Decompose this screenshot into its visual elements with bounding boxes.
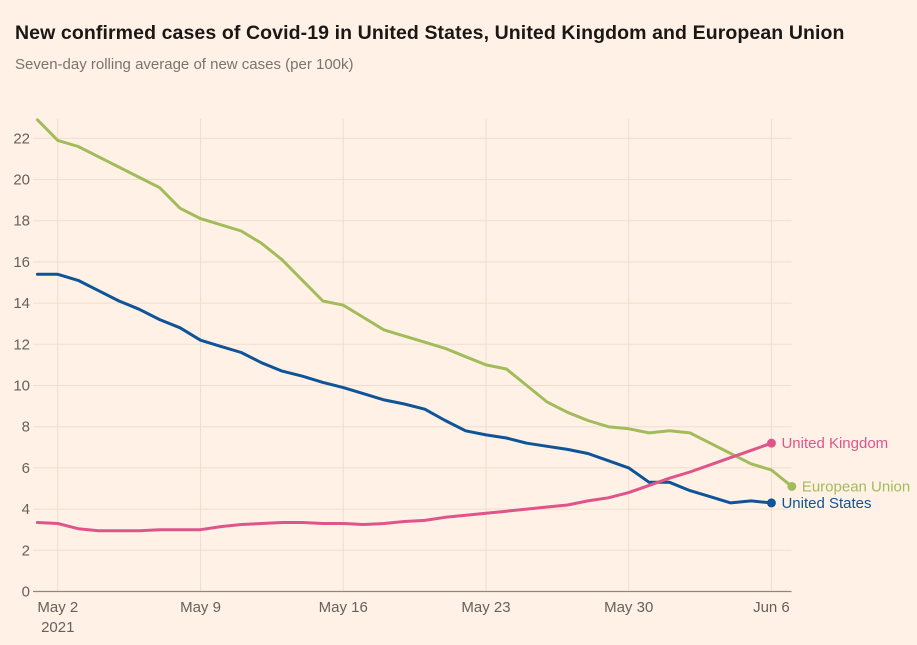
y-tick-label: 20 [13, 172, 30, 189]
series-endpoint-dot-united-kingdom [766, 438, 776, 448]
y-tick-label: 14 [13, 295, 30, 312]
x-tick-label: May 9 [180, 599, 221, 616]
series-label-european-union: European Union [802, 478, 910, 495]
x-tick-label: May 23 [461, 599, 510, 616]
x-tick-label: May 30 [604, 599, 653, 616]
y-tick-label: 16 [13, 254, 30, 271]
series-endpoint-dot-european-union [787, 481, 797, 491]
series-line-united-states [35, 272, 773, 505]
chart-subtitle: Seven-day rolling average of new cases (… [15, 56, 354, 73]
y-tick-label: 10 [13, 378, 30, 395]
series-label-united-states: United States [781, 495, 871, 512]
y-tick-label: 4 [22, 501, 30, 518]
x-tick-year-label: 2021 [41, 619, 74, 636]
y-tick-label: 0 [22, 584, 30, 601]
y-tick-label: 22 [13, 130, 30, 147]
y-tick-label: 6 [22, 460, 30, 477]
series-line-european-union [35, 118, 794, 488]
y-tick-label: 8 [22, 419, 30, 436]
series-label-united-kingdom: United Kingdom [781, 435, 888, 452]
y-tick-label: 18 [13, 213, 30, 230]
x-tick-label: May 16 [319, 599, 368, 616]
y-tick-label: 2 [22, 542, 30, 559]
chart-title: New confirmed cases of Covid-19 in Unite… [15, 22, 845, 44]
series-line-united-kingdom [35, 441, 773, 533]
series-endpoint-dot-united-states [766, 498, 776, 508]
x-tick-label: Jun 6 [753, 599, 790, 616]
y-tick-label: 12 [13, 336, 30, 353]
x-tick-label: May 2 [37, 599, 78, 616]
